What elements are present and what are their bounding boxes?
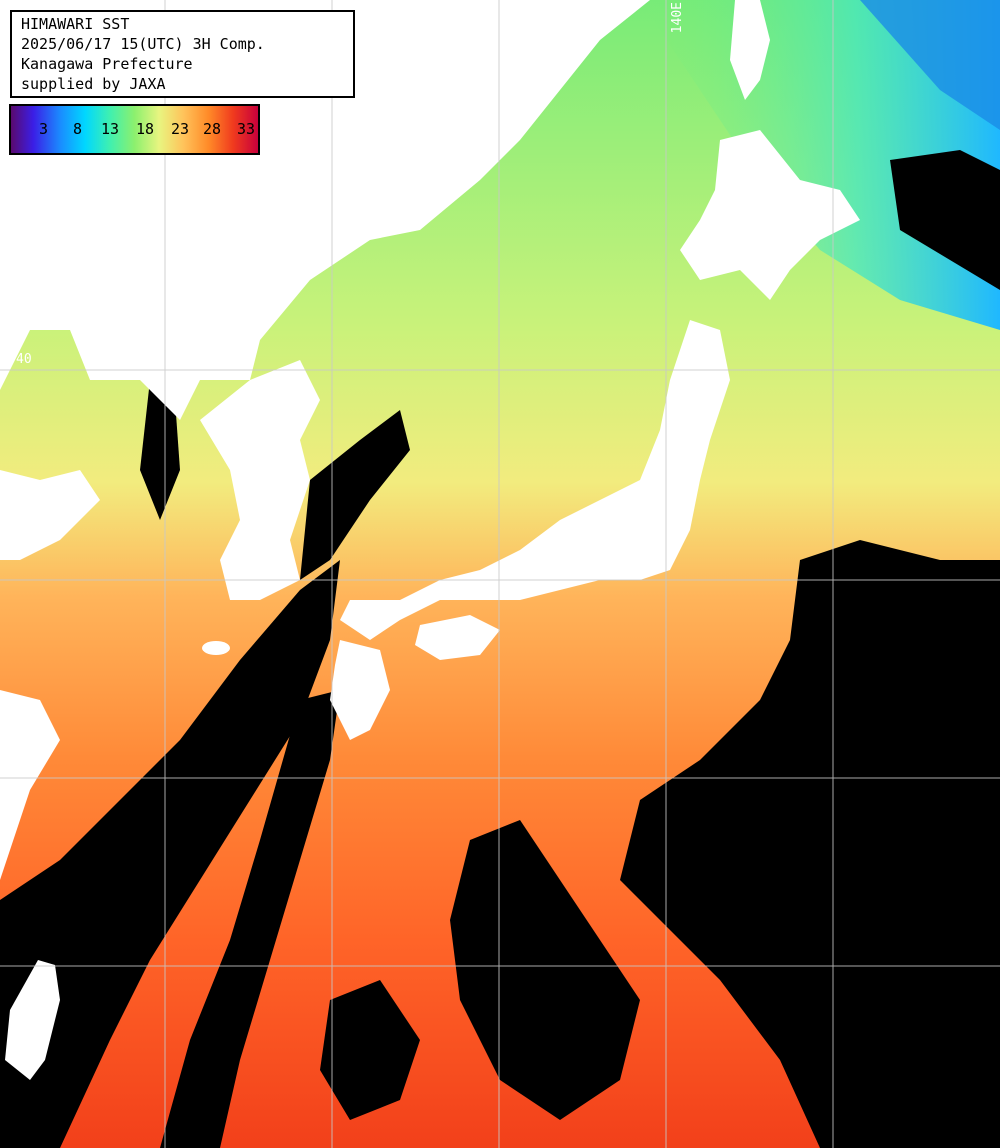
color-scale-legend: 3 8 13 18 23 28 33 [9, 104, 260, 155]
land-hokkaido [680, 130, 860, 300]
lon-label-140e: 140E [670, 2, 685, 34]
cloud-kuroshio-band [160, 690, 340, 1148]
observation-time: 2025/06/17 15(UTC) 3H Comp. [21, 35, 265, 53]
cloud-japan-sea [300, 410, 410, 580]
cloud-east-large [620, 540, 1000, 1148]
cold-water-northeast [640, 0, 1000, 330]
legend-label-8: 8 [73, 120, 83, 138]
cloud-south-west-2 [320, 980, 420, 1120]
legend-label-13: 13 [101, 120, 120, 138]
legend-label-3: 3 [39, 120, 49, 138]
info-box: HIMAWARI SST 2025/06/17 15(UTC) 3H Comp.… [10, 10, 355, 98]
land-ulleung [400, 128, 428, 162]
legend-label-23: 23 [171, 120, 190, 138]
land-sakhalin [730, 0, 770, 100]
map-title: HIMAWARI SST [21, 15, 130, 33]
land-taiwan [5, 960, 60, 1080]
land-honshu [340, 320, 730, 640]
data-credit: supplied by JAXA [21, 75, 166, 93]
land-china-coast [0, 690, 60, 880]
legend-label-18: 18 [136, 120, 155, 138]
cold-water-core [860, 0, 1000, 130]
land-korea [200, 360, 320, 600]
legend-label-33: 33 [237, 120, 256, 138]
cloud-south-central [450, 820, 640, 1120]
area-name: Kanagawa Prefecture [21, 55, 193, 73]
land-kyushu [330, 640, 390, 740]
lat-label-40: 40 [16, 352, 32, 367]
cloud-southwest [0, 560, 340, 1148]
land-jeju [202, 641, 230, 655]
cloud-korea-coast [140, 380, 180, 520]
cloud-northeast [890, 150, 1000, 290]
land-china-east [0, 470, 100, 560]
land-shikoku [415, 615, 500, 660]
legend-label-28: 28 [203, 120, 222, 138]
